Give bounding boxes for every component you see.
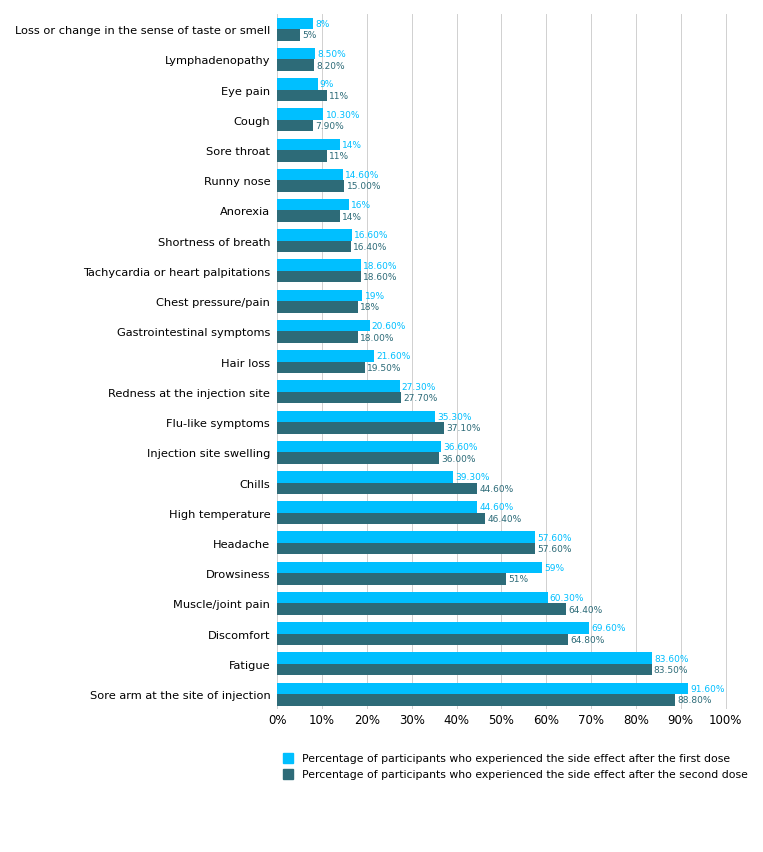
Bar	[277, 121, 313, 132]
Text: 7.90%: 7.90%	[315, 122, 343, 131]
Bar	[277, 412, 436, 423]
Text: 60.30%: 60.30%	[550, 594, 584, 602]
Bar	[277, 109, 324, 121]
Bar	[277, 19, 313, 30]
Text: 18.60%: 18.60%	[363, 262, 398, 270]
Text: 5%: 5%	[302, 32, 316, 40]
Text: 19.50%: 19.50%	[367, 364, 401, 372]
Bar	[277, 230, 352, 241]
Text: 36.60%: 36.60%	[443, 442, 478, 452]
Bar	[277, 653, 652, 664]
Bar	[277, 592, 548, 604]
Text: 37.10%: 37.10%	[446, 423, 480, 433]
Text: 46.40%: 46.40%	[488, 515, 522, 523]
Bar	[277, 332, 358, 343]
Bar	[277, 532, 536, 544]
Bar	[277, 664, 652, 676]
Bar	[277, 694, 675, 705]
Text: 11%: 11%	[329, 92, 349, 101]
Text: 51%: 51%	[508, 575, 528, 584]
Bar	[277, 502, 477, 513]
Text: 44.60%: 44.60%	[479, 503, 513, 512]
Text: 59%: 59%	[544, 563, 564, 573]
Bar	[277, 634, 568, 645]
Bar	[277, 30, 300, 42]
Bar	[277, 362, 365, 374]
Bar	[277, 682, 688, 694]
Bar	[277, 513, 485, 525]
Bar	[277, 423, 443, 434]
Bar	[277, 351, 374, 362]
Bar	[277, 441, 441, 452]
Bar	[277, 573, 506, 585]
Bar	[277, 320, 369, 332]
Text: 16.40%: 16.40%	[353, 243, 388, 251]
Bar	[277, 604, 566, 615]
Bar	[277, 79, 317, 90]
Bar	[277, 471, 453, 483]
Bar	[277, 381, 400, 393]
Bar	[277, 623, 589, 634]
Bar	[277, 211, 340, 222]
Text: 88.80%: 88.80%	[678, 695, 712, 705]
Text: 83.60%: 83.60%	[655, 653, 689, 663]
Text: 8.50%: 8.50%	[317, 50, 346, 59]
Text: 14%: 14%	[343, 141, 362, 150]
Bar	[277, 272, 361, 283]
Text: 44.60%: 44.60%	[479, 484, 513, 493]
Text: 64.40%: 64.40%	[568, 605, 603, 614]
Text: 35.30%: 35.30%	[438, 412, 472, 422]
Bar	[277, 302, 358, 314]
Text: 8.20%: 8.20%	[316, 61, 345, 71]
Text: 83.50%: 83.50%	[654, 665, 688, 674]
Text: 64.80%: 64.80%	[570, 635, 604, 644]
Text: 57.60%: 57.60%	[538, 544, 572, 554]
Bar	[277, 241, 351, 253]
Text: 16%: 16%	[351, 201, 372, 210]
Text: 15.00%: 15.00%	[346, 182, 382, 191]
Text: 10.30%: 10.30%	[326, 111, 360, 119]
Text: 16.60%: 16.60%	[354, 231, 388, 240]
Text: 8%: 8%	[315, 20, 330, 29]
Text: 11%: 11%	[329, 153, 349, 161]
Bar	[277, 181, 344, 193]
Legend: Percentage of participants who experienced the side effect after the first dose,: Percentage of participants who experienc…	[282, 753, 748, 780]
Text: 91.60%: 91.60%	[691, 684, 725, 693]
Text: 27.70%: 27.70%	[404, 394, 438, 403]
Bar	[277, 393, 401, 404]
Text: 36.00%: 36.00%	[441, 454, 475, 463]
Bar	[277, 452, 439, 464]
Text: 18.60%: 18.60%	[363, 273, 398, 282]
Bar	[277, 483, 477, 494]
Bar	[277, 544, 536, 555]
Bar	[277, 90, 327, 102]
Text: 69.60%: 69.60%	[591, 624, 626, 633]
Bar	[277, 60, 314, 72]
Bar	[277, 562, 542, 573]
Text: 18%: 18%	[360, 303, 380, 312]
Text: 9%: 9%	[320, 80, 334, 89]
Bar	[277, 140, 340, 151]
Text: 27.30%: 27.30%	[402, 383, 436, 391]
Text: 20.60%: 20.60%	[372, 322, 406, 331]
Text: 14.60%: 14.60%	[345, 170, 379, 180]
Bar	[277, 260, 361, 272]
Bar	[277, 199, 349, 211]
Text: 21.60%: 21.60%	[376, 352, 410, 361]
Bar	[277, 49, 315, 60]
Text: 19%: 19%	[365, 291, 385, 301]
Bar	[277, 170, 343, 181]
Text: 39.30%: 39.30%	[456, 473, 490, 481]
Bar	[277, 291, 362, 302]
Text: 57.60%: 57.60%	[538, 533, 572, 542]
Text: 18.00%: 18.00%	[360, 333, 394, 343]
Bar	[277, 151, 327, 163]
Text: 14%: 14%	[343, 212, 362, 222]
